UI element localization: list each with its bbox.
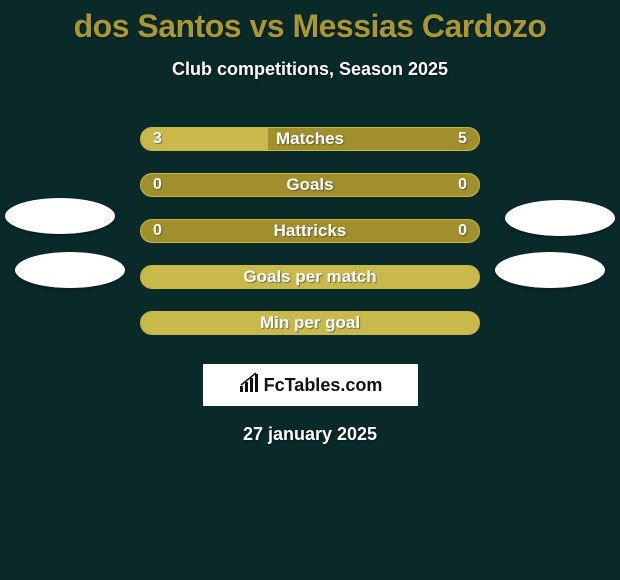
footer-date: 27 january 2025 [0,424,620,445]
comparison-chart: 3 Matches 5 0 Goals 0 0 Hattricks 0 Goal… [0,80,620,445]
stat-row-goals: 0 Goals 0 [0,162,620,208]
bar-track: 3 Matches 5 [140,127,480,151]
stat-row-matches: 3 Matches 5 [0,116,620,162]
branding-box: FcTables.com [203,364,418,406]
stat-row-goals-per-match: Goals per match [0,254,620,300]
chart-icon [238,372,262,399]
bar-track: 0 Hattricks 0 [140,219,480,243]
stat-value-right: 0 [458,222,467,240]
stat-label: Min per goal [141,313,479,333]
bar-track: Goals per match [140,265,480,289]
stat-label: Goals [141,175,479,195]
stat-label: Hattricks [141,221,479,241]
page-title: dos Santos vs Messias Cardozo [0,0,620,45]
bar-track: Min per goal [140,311,480,335]
stat-row-hattricks: 0 Hattricks 0 [0,208,620,254]
page-subtitle: Club competitions, Season 2025 [0,59,620,80]
branding-text: FcTables.com [264,375,383,396]
stat-value-right: 0 [458,176,467,194]
stat-label: Matches [141,129,479,149]
bar-track: 0 Goals 0 [140,173,480,197]
stat-value-right: 5 [458,130,467,148]
stat-row-min-per-goal: Min per goal [0,300,620,346]
stat-label: Goals per match [141,267,479,287]
